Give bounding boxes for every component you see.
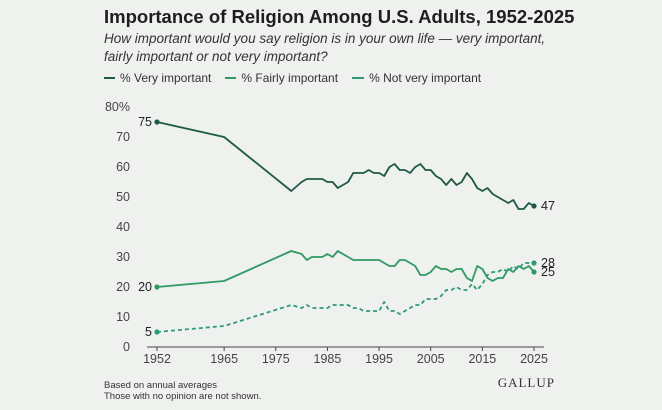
x-tick-label: 1975 [262,352,290,366]
series-start-point-very [154,119,160,125]
y-tick-label: 40 [116,220,130,234]
footnote-line-2: Those with no opinion are not shown. [104,391,262,402]
x-tick-label: 2015 [468,352,496,366]
chart-subtitle: How important would you say religion is … [104,31,546,64]
legend-item-very: % Very important [104,71,211,85]
y-tick-label: 10 [116,310,130,324]
series-end-label-very: 47 [541,199,555,213]
x-tick-label: 2005 [417,352,445,366]
x-tick-label: 1985 [314,352,342,366]
legend-label-fairly: % Fairly important [241,71,339,85]
y-tick-label: 30 [116,250,130,264]
x-tick-label: 1965 [210,352,238,366]
chart-title: Importance of Religion Among U.S. Adults… [104,6,575,27]
series-end-label-not: 28 [541,256,555,270]
series-end-point-very [531,203,537,209]
legend: % Very important % Fairly important % No… [104,71,481,85]
series-start-label-very: 75 [138,115,152,129]
x-tick-label: 1952 [143,352,171,366]
series-end-label-fairly: 25 [541,265,555,279]
legend-swatch-not [352,77,365,79]
series-line-very [156,121,535,210]
y-tick-label: 80% [105,100,130,114]
footnote-line-1: Based on annual averages [104,380,218,391]
y-tick-label: 50 [116,190,130,204]
legend-swatch-very [104,77,115,79]
y-tick-label: 70 [116,130,130,144]
legend-item-not: % Not very important [352,71,481,85]
series-start-label-fairly: 20 [138,280,152,294]
series-start-point-fairly [154,284,160,290]
series-start-point-not [154,329,160,335]
series-end-point-not [531,260,537,266]
y-tick-label: 0 [123,340,130,354]
series-line-fairly [156,250,535,288]
footnote: Based on annual averages Those with no o… [104,380,261,402]
x-tick-label: 1995 [365,352,393,366]
y-tick-label: 60 [116,160,130,174]
y-tick-label: 20 [116,280,130,294]
x-tick-label: 2025 [520,352,548,366]
series-start-label-not: 5 [145,325,152,339]
legend-swatch-fairly [225,77,237,79]
series-end-point-fairly [531,269,537,275]
legend-item-fairly: % Fairly important [225,71,338,85]
legend-label-very: % Very important [120,71,212,85]
legend-label-not: % Not very important [369,71,482,85]
gallup-logo: GALLUP [497,375,555,390]
series-line-not [156,262,534,333]
